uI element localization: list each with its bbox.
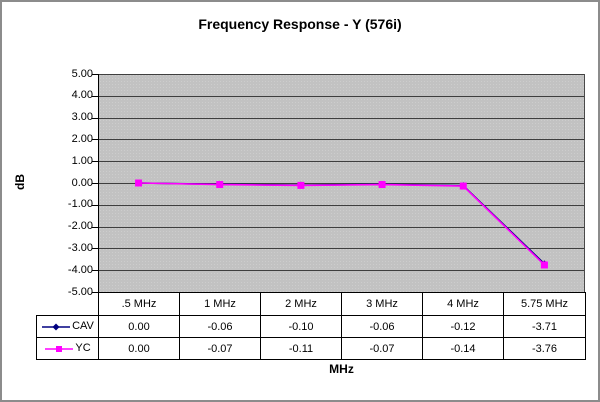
gridline — [99, 226, 584, 228]
y-tick-label: 1.00 — [71, 154, 93, 167]
y-tick-mark — [92, 248, 98, 250]
y-tick-mark — [92, 74, 98, 75]
x-axis-title: MHz — [329, 362, 354, 376]
value-cell: -3.71 — [503, 315, 586, 338]
value-cell: -0.07 — [179, 337, 261, 360]
diamond-legend-icon — [42, 323, 71, 331]
y-tick-label: -1.00 — [67, 198, 93, 211]
value-cell: -0.14 — [422, 337, 504, 360]
diamond-marker — [52, 323, 60, 331]
gridline — [99, 183, 584, 184]
value-cell: -0.11 — [260, 337, 342, 360]
y-tick-label: 2.00 — [71, 132, 93, 145]
value-cell: -0.07 — [341, 337, 423, 360]
y-tick-label: 5.00 — [71, 67, 93, 80]
category-header-cell: 5.75 MHz — [503, 292, 586, 316]
y-tick-mark — [92, 161, 98, 163]
table-row-yc: YC 0.00 -0.07 -0.11 -0.07 -0.14 -3.76 — [36, 337, 586, 360]
data-table: .5 MHz 1 MHz 2 MHz 3 MHz 4 MHz 5.75 MHz CAV 0.0… — [36, 292, 586, 360]
y-tick-label: -3.00 — [67, 241, 93, 254]
gridline — [99, 248, 584, 250]
value-cell: -0.12 — [422, 315, 504, 338]
category-header-cell: 4 MHz — [422, 292, 504, 316]
y-tick-label: 4.00 — [71, 89, 93, 102]
value-cell: -0.06 — [341, 315, 423, 338]
legend-key-cav: CAV — [36, 315, 99, 338]
gridline — [99, 139, 584, 141]
y-tick-label: -2.00 — [67, 220, 93, 233]
legend-key-yc: YC — [36, 337, 99, 360]
square-marker — [56, 345, 63, 352]
value-cell: -3.76 — [503, 337, 586, 360]
gridline — [99, 270, 584, 272]
gridline — [99, 95, 584, 97]
y-tick-mark — [92, 292, 98, 293]
gridline — [99, 74, 584, 75]
y-tick-mark — [92, 139, 98, 141]
chart-title: Frequency Response - Y (576i) — [198, 16, 402, 32]
table-row-cav: CAV 0.00 -0.06 -0.10 -0.06 -0.12 -3.71 — [36, 315, 586, 338]
value-cell: -0.10 — [260, 315, 342, 338]
y-tick-mark — [92, 95, 98, 97]
value-cell: 0.00 — [98, 337, 180, 360]
gridline — [99, 161, 584, 163]
y-tick-mark — [92, 183, 98, 184]
y-axis-title: dB — [13, 174, 27, 190]
y-tick-label: -4.00 — [67, 263, 93, 276]
y-tick-mark — [92, 226, 98, 228]
category-header-cell: 1 MHz — [179, 292, 261, 316]
y-tick-label: 0.00 — [71, 176, 93, 189]
category-header-cell: 3 MHz — [341, 292, 423, 316]
y-tick-mark — [92, 117, 98, 119]
y-tick-mark — [92, 204, 98, 206]
y-tick-label: 3.00 — [71, 111, 93, 124]
y-tick-mark — [92, 270, 98, 272]
y-tick-label: -5.00 — [67, 285, 93, 298]
series-name-label: YC — [75, 342, 91, 355]
value-cell: -0.06 — [179, 315, 261, 338]
plot-area — [98, 74, 585, 293]
gridline — [99, 117, 584, 119]
series-name-label: CAV — [72, 320, 94, 333]
gridline — [99, 204, 584, 206]
category-header-cell: 2 MHz — [260, 292, 342, 316]
category-header-cell: .5 MHz — [98, 292, 180, 316]
value-cell: 0.00 — [98, 315, 180, 338]
square-legend-icon — [45, 345, 74, 352]
